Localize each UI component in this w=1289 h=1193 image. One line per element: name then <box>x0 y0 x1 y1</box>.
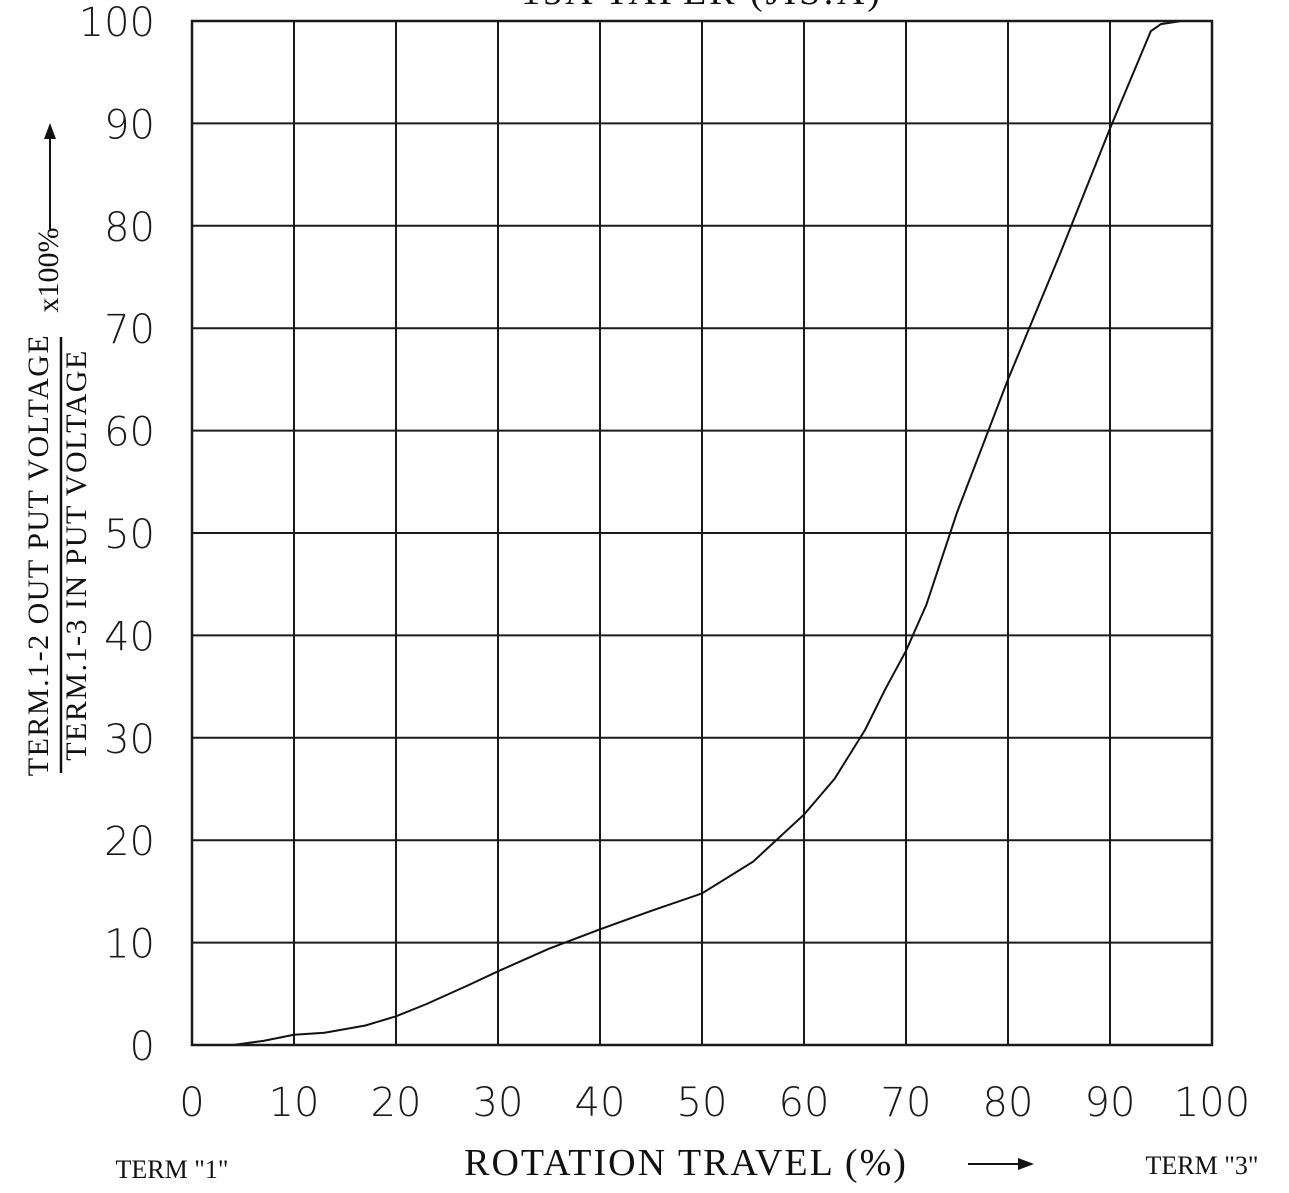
y-axis-label-numerator: TERM.1-2 OUT PUT VOLTAGE <box>22 334 55 777</box>
x-tick-label: 20 <box>371 1080 422 1126</box>
x-tick-label: 50 <box>677 1080 728 1126</box>
x-axis-label: ROTATION TRAVEL (%) <box>464 1142 908 1184</box>
y-tick-label: 70 <box>104 307 155 353</box>
x-tick-label: 80 <box>983 1080 1034 1126</box>
y-tick-label: 0 <box>130 1024 155 1070</box>
term-3-label: TERM "3" <box>1146 1151 1259 1180</box>
y-axis-label: TERM.1-2 OUT PUT VOLTAGE TERM.1-3 IN PUT… <box>22 123 93 776</box>
term-1-label: TERM "1" <box>116 1155 229 1184</box>
x-tick-label: 30 <box>473 1080 524 1126</box>
y-tick-label: 40 <box>104 614 155 660</box>
y-tick-label: 30 <box>104 717 155 763</box>
x-tick-label: 10 <box>269 1080 320 1126</box>
y-axis-arrow-head <box>44 123 56 139</box>
taper-curve <box>232 20 1212 1046</box>
x-tick-label: 0 <box>179 1080 204 1126</box>
y-tick-label: 20 <box>104 819 155 865</box>
y-axis-label-suffix: x100% <box>32 228 65 313</box>
x-tick-label: 60 <box>779 1080 830 1126</box>
x-tick-labels: 0 10 20 30 40 50 60 70 80 90 100 <box>179 1080 1250 1126</box>
x-tick-label: 90 <box>1085 1080 1136 1126</box>
y-tick-label: 50 <box>104 512 155 558</box>
y-tick-labels: 0 10 20 30 40 50 60 70 80 90 100 <box>79 0 155 1070</box>
x-tick-label: 100 <box>1174 1080 1250 1126</box>
y-tick-label: 10 <box>104 922 155 968</box>
x-tick-label: 70 <box>881 1080 932 1126</box>
x-tick-label: 40 <box>575 1080 626 1126</box>
y-tick-label: 100 <box>79 0 155 46</box>
chart-title: 15A TAPER (JIS:A) <box>521 0 883 13</box>
y-tick-label: 80 <box>104 205 155 251</box>
y-axis-label-denominator: TERM.1-3 IN PUT VOLTAGE <box>60 349 93 761</box>
chart-grid <box>192 21 1212 1045</box>
x-axis-arrow-head <box>1018 1158 1034 1170</box>
plot-frame <box>190 19 1214 1047</box>
y-tick-label: 90 <box>104 102 155 148</box>
y-tick-label: 60 <box>104 410 155 456</box>
